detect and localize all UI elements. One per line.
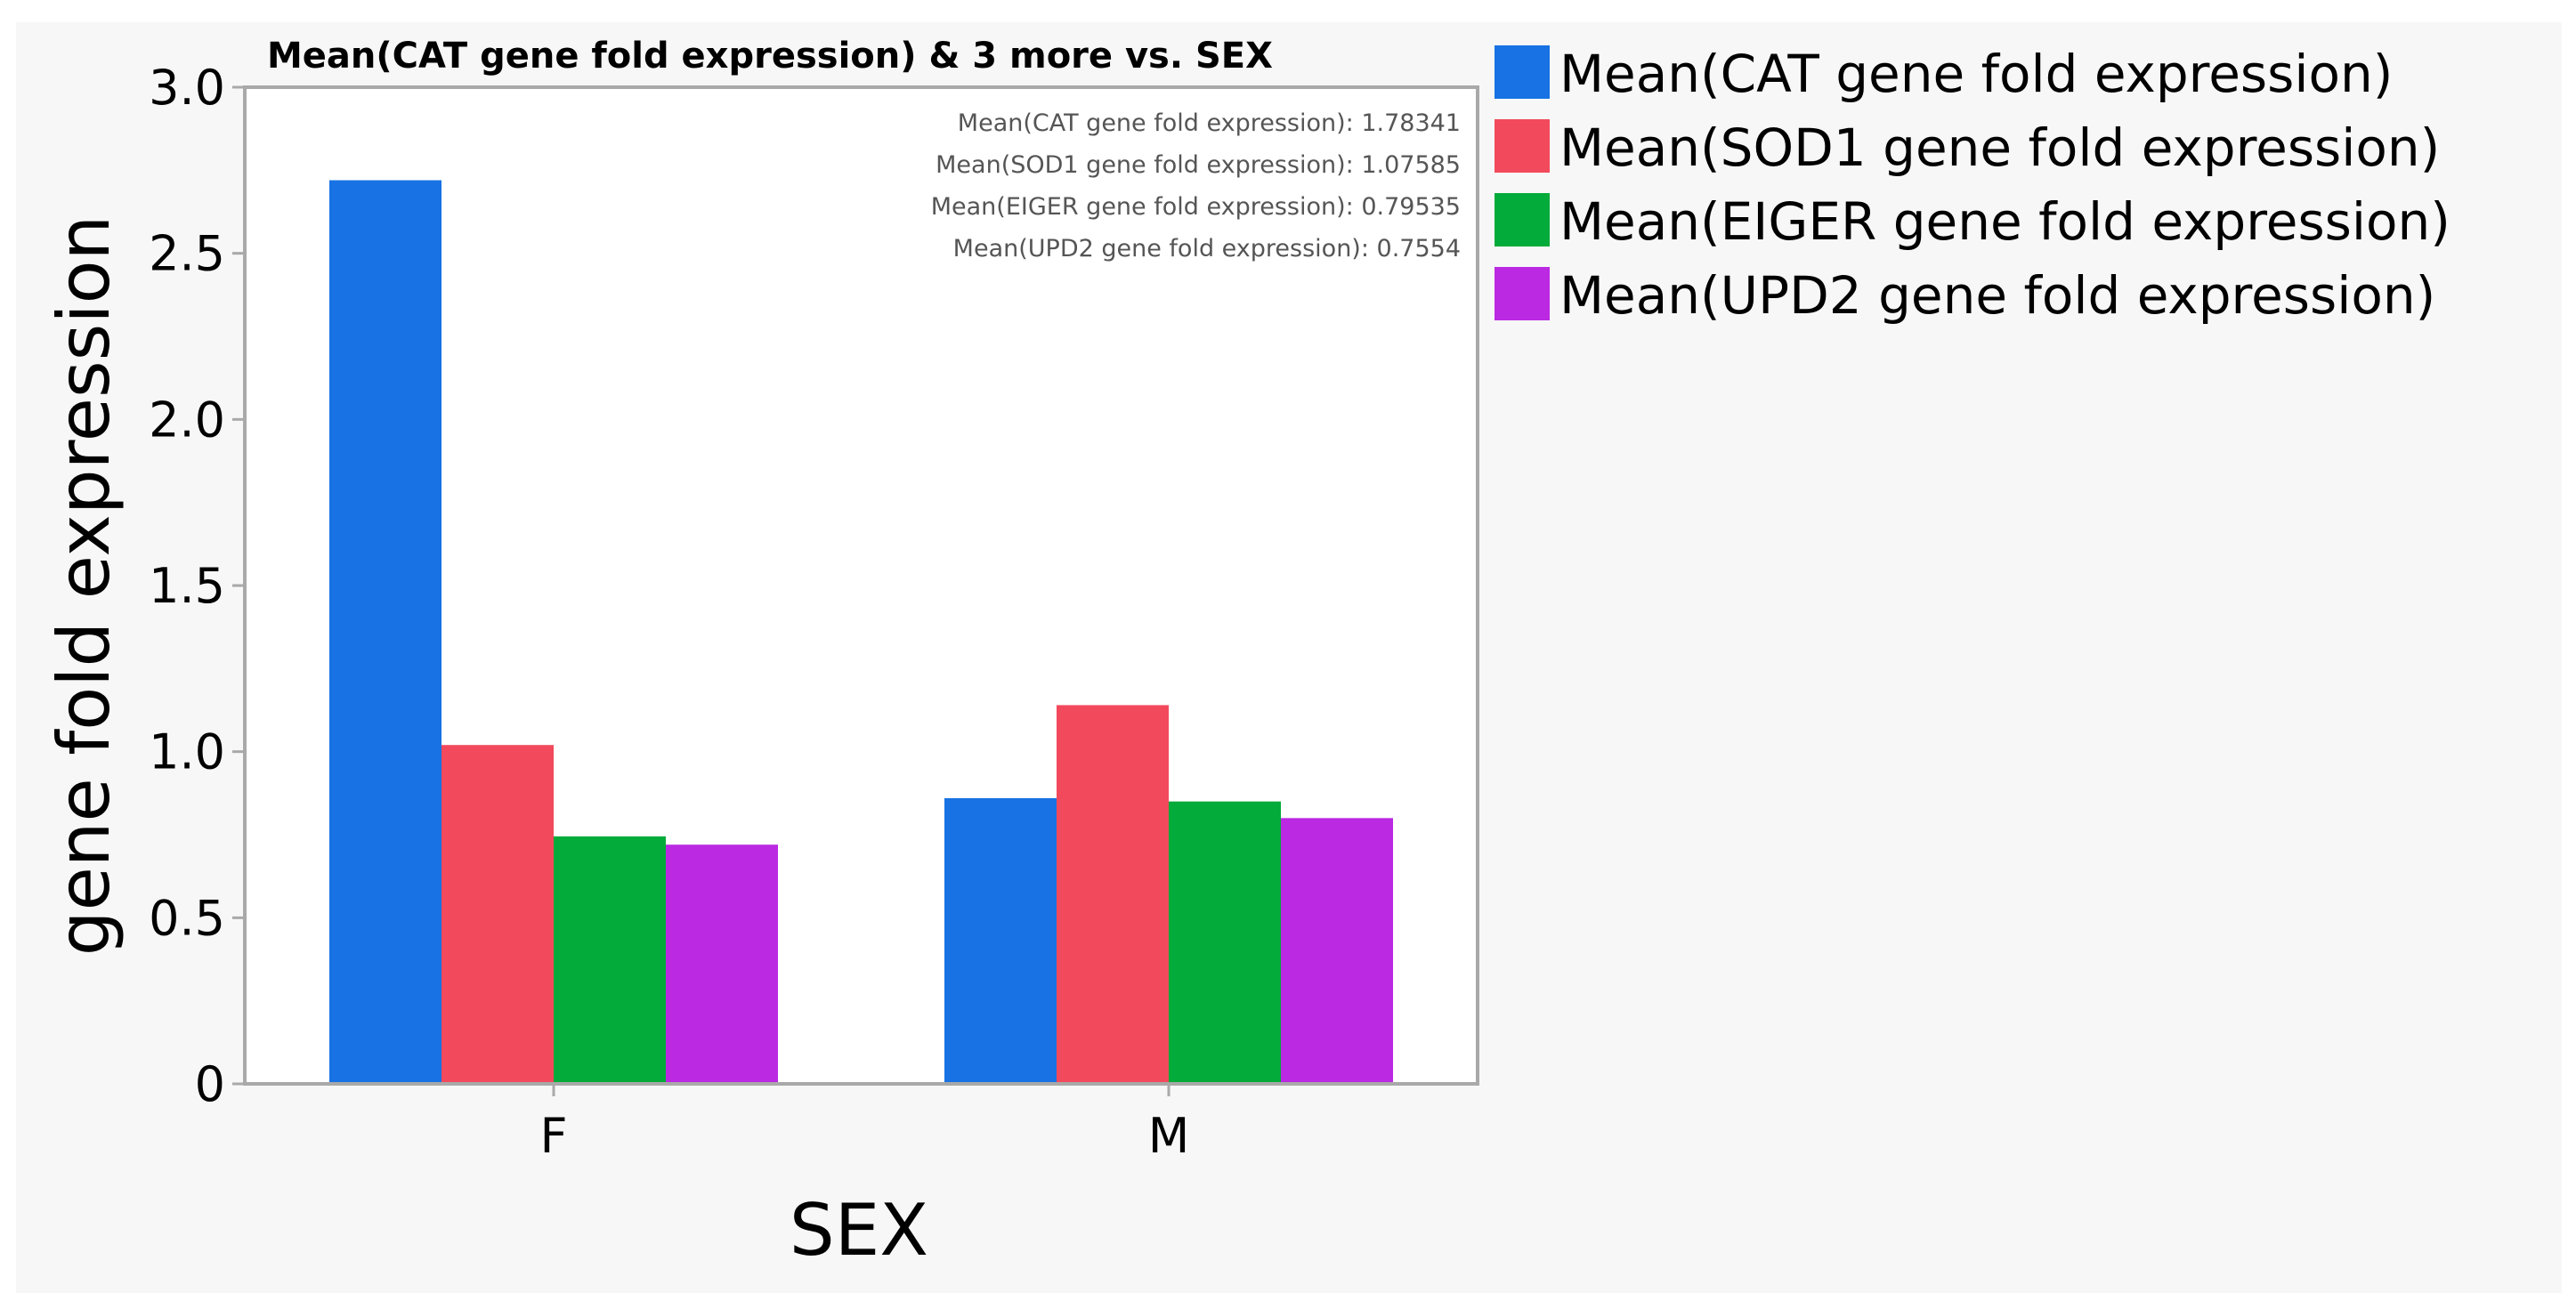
legend-swatch	[1495, 119, 1550, 173]
legend-swatch	[1495, 267, 1550, 320]
y-tick-label: 1.5	[149, 558, 225, 614]
y-axis: 0 0.5 1.0 1.5 2.0 2.5 3.0	[149, 60, 245, 1112]
bar-m-cat	[944, 797, 1057, 1084]
y-tick-label: 2.5	[149, 226, 225, 282]
x-axis-title: SEX	[790, 1189, 928, 1272]
bar-f-cat	[329, 180, 441, 1085]
legend-swatch	[1495, 193, 1550, 246]
summary-line: Mean(UPD2 gene fold expression): 0.7554	[953, 235, 1461, 263]
summary-statistics: Mean(CAT gene fold expression): 1.78341 M…	[931, 109, 1461, 263]
x-tick-label-m: M	[1148, 1108, 1190, 1164]
y-tick-label: 1.0	[149, 724, 225, 780]
summary-line: Mean(SOD1 gene fold expression): 1.07585	[936, 151, 1461, 179]
bars-group	[329, 180, 1393, 1085]
plot-frame	[243, 85, 1479, 1086]
legend: Mean(CAT gene fold expression) Mean(SOD1 …	[1495, 44, 2450, 326]
legend-label: Mean(UPD2 gene fold expression)	[1559, 265, 2435, 326]
legend-label: Mean(CAT gene fold expression)	[1559, 44, 2393, 104]
summary-line: Mean(CAT gene fold expression): 1.78341	[958, 109, 1461, 137]
bar-m-sod1	[1057, 705, 1169, 1084]
legend-label: Mean(SOD1 gene fold expression)	[1559, 117, 2440, 178]
legend-swatch	[1495, 45, 1550, 99]
y-tick-label: 0	[195, 1056, 225, 1112]
chart-title: Mean(CAT gene fold expression) & 3 more …	[267, 36, 1273, 77]
bar-f-upd2	[666, 844, 778, 1084]
y-tick-label: 0.5	[149, 890, 225, 946]
bar-m-upd2	[1281, 818, 1393, 1084]
y-tick-label: 3.0	[149, 60, 225, 116]
legend-label: Mean(EIGER gene fold expression)	[1559, 191, 2450, 252]
y-tick-label: 2.0	[149, 392, 225, 448]
y-axis-title: gene fold expression	[43, 215, 126, 956]
bar-m-eiger	[1169, 801, 1281, 1084]
bar-f-eiger	[554, 836, 666, 1084]
summary-line: Mean(EIGER gene fold expression): 0.7953…	[931, 193, 1461, 221]
bar-f-sod1	[441, 745, 554, 1084]
x-tick-label-f: F	[539, 1108, 567, 1164]
